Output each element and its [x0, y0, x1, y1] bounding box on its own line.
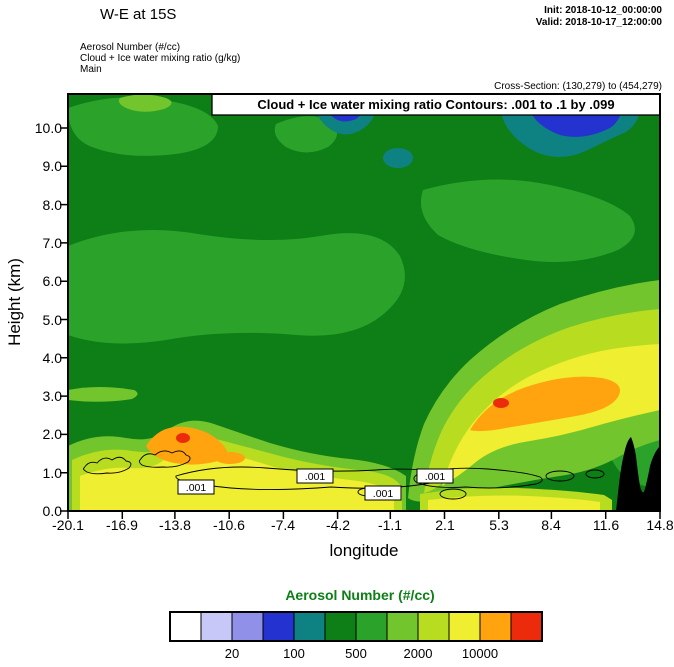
x-tick-label: 8.4	[541, 517, 561, 533]
y-tick-label: 9.0	[43, 158, 63, 174]
y-tick-marks	[60, 127, 68, 512]
green-patch-midleft	[68, 230, 405, 344]
x-tick-label: 2.1	[435, 517, 455, 533]
x-tick-label: 5.3	[489, 517, 509, 533]
contour-label-group: .001 .001 .001 .001	[177, 468, 454, 501]
green-patch-midright	[420, 179, 635, 263]
x-axis-title: longitude	[329, 541, 398, 560]
y-axis-title: Height (km)	[5, 258, 24, 346]
terrain-silhouette	[616, 437, 660, 511]
contour-banner-text: Cloud + Ice water mixing ratio Contours:…	[257, 97, 614, 112]
y-tick-label: 1.0	[43, 465, 63, 481]
colorbar-cell-2	[200, 611, 233, 642]
colorbar-cell-5	[293, 611, 326, 642]
y-tick-label: 4.0	[43, 350, 63, 366]
cloud-contour-5	[545, 470, 575, 482]
y-tick-label: 0.0	[43, 503, 63, 519]
colorbar-cell-3	[231, 611, 264, 642]
colorbar-cell-4	[262, 611, 295, 642]
cloud-contour-2	[138, 450, 191, 468]
x-tick-marks	[67, 511, 661, 519]
yellow-bottom-strip	[428, 495, 600, 511]
x-tick-label: 14.8	[646, 517, 673, 533]
colorbar-cell-7	[355, 611, 388, 642]
contour-label-box-4	[416, 468, 454, 484]
colorbar-border	[169, 611, 543, 642]
colorbar-cell-1	[169, 611, 202, 642]
plot-border	[67, 93, 661, 512]
cross-section-coords: Cross-Section: (130,279) to (454,279)	[494, 81, 662, 92]
colorbar-tick-label: 500	[345, 646, 367, 661]
y-tick-label: 2.0	[43, 426, 63, 442]
orange-plume-left	[146, 426, 228, 465]
y-tick-label: 7.0	[43, 235, 63, 251]
cloud-contour-7	[439, 488, 467, 500]
x-tick-label: -20.1	[52, 517, 84, 533]
colorbar-cell-11	[479, 611, 512, 642]
lightgreen-wisp-topleft	[118, 94, 172, 112]
orange-plume-left-2	[215, 452, 245, 464]
cloud-contour-6	[585, 469, 605, 479]
x-tick-label: 11.6	[593, 517, 619, 533]
orange-region-right	[470, 376, 620, 432]
contour-label-4: .001	[425, 471, 446, 483]
y-tick-label: 10.0	[35, 120, 62, 136]
colorbar-title: Aerosol Number (#/cc)	[285, 587, 434, 603]
legend-fill-field: Aerosol Number (#/cc)	[80, 42, 180, 53]
yellow-band-left	[80, 448, 394, 511]
colorbar-tick-label: 20	[225, 646, 239, 661]
plot-area: .001 .001 .001 .001 Cloud + Ice water mi…	[60, 93, 661, 519]
y-tick-label: 5.0	[43, 312, 63, 328]
colorbar-tick-label: 100	[283, 646, 305, 661]
contour-label-box-1	[177, 479, 215, 495]
x-tick-label: -16.9	[106, 517, 138, 533]
colorbar-cell-6	[324, 611, 357, 642]
x-tick-label: -10.6	[213, 517, 245, 533]
page-title: W-E at 15S	[100, 6, 176, 23]
green-patch-topleft	[68, 97, 218, 156]
colorbar-tick-label: 10000	[462, 646, 498, 661]
green-patch-topmid	[274, 116, 338, 153]
y-tick-label: 6.0	[43, 273, 63, 289]
y-tick-label: 3.0	[43, 388, 63, 404]
colorbar-cell-8	[386, 611, 419, 642]
teal-spot-mid	[383, 148, 413, 168]
x-tick-label: -1.1	[378, 517, 402, 533]
cloud-contour-4	[413, 467, 543, 489]
contour-label-box-2	[296, 468, 334, 484]
contour-label-1: .001	[186, 482, 207, 494]
colorbar-cell-9	[417, 611, 450, 642]
legend-contour-field: Cloud + Ice water mixing ratio (g/kg)	[80, 53, 240, 64]
lightgreen-streak-left	[68, 387, 138, 402]
cloud-contour-1	[82, 456, 132, 475]
init-time-label: Init: 2018-10-12_00:00:00	[544, 5, 662, 16]
contour-label-3: .001	[373, 488, 394, 500]
valid-time-label: Valid: 2018-10-17_12:00:00	[536, 17, 663, 28]
contour-label-box-3	[364, 485, 402, 501]
colorbar: Aerosol Number (#/cc) 20 100 500 2000 10…	[169, 587, 543, 661]
contour-label-2: .001	[305, 471, 326, 483]
x-tick-label: -7.4	[271, 517, 295, 533]
x-tick-label: -13.8	[159, 517, 191, 533]
red-core-left	[176, 433, 190, 443]
y-tick-label: 8.0	[43, 197, 63, 213]
red-core-right	[493, 398, 509, 408]
colorbar-cell-10	[448, 611, 481, 642]
colorbar-cell-12	[510, 611, 543, 642]
colorbar-tick-label: 2000	[404, 646, 433, 661]
x-tick-label: -4.2	[326, 517, 350, 533]
legend-domain: Main	[80, 64, 102, 75]
